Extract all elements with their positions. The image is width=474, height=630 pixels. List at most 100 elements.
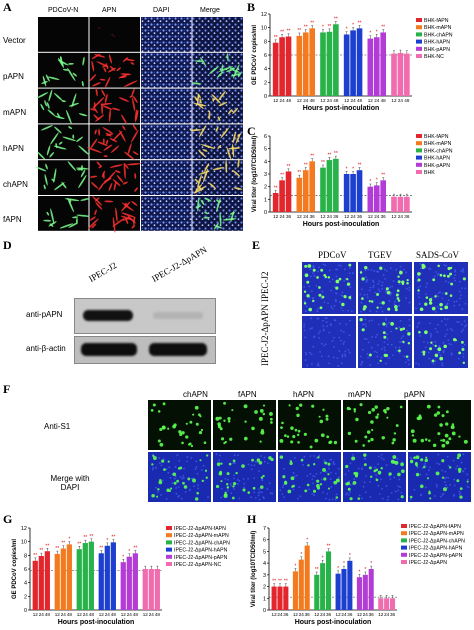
f-cell-r1-c0 xyxy=(148,452,211,502)
legend-swatch xyxy=(401,560,407,564)
y-tick-label: 8 xyxy=(264,39,267,45)
band-label-anti-actin: anti-β-actin xyxy=(26,344,66,353)
a-cell-r3-c0 xyxy=(37,124,90,160)
x-tick-label: 12 xyxy=(314,612,320,617)
x-tick-label: 12 xyxy=(368,98,374,103)
bar xyxy=(350,174,356,212)
y-tick-label: 1 xyxy=(264,197,267,203)
bar xyxy=(88,541,94,610)
significance-mark: * xyxy=(352,23,354,29)
x-tick-label: 48 xyxy=(310,98,316,103)
legend-swatch xyxy=(401,531,407,536)
f-cell-r1-c1 xyxy=(213,452,276,502)
significance-mark: ** xyxy=(297,170,301,176)
row-label-vector: Vector xyxy=(3,36,26,45)
chart-g: 024681012**12**24**48**12**24*48**12**24… xyxy=(12,526,230,626)
panel-letter-d: D xyxy=(3,238,12,252)
x-tick-label: 12 xyxy=(297,98,303,103)
significance-mark: ** xyxy=(39,548,43,554)
significance-mark: ** xyxy=(381,173,385,179)
y-tick-label: 6 xyxy=(24,567,27,573)
x-tick-label: 24 xyxy=(351,214,357,219)
bar xyxy=(272,42,279,96)
x-tick-label: 12 xyxy=(143,612,149,617)
x-tick-label: 12 xyxy=(378,612,384,617)
x-tick-label: 24 xyxy=(327,98,333,103)
a-cell-r3-c3 xyxy=(189,124,243,160)
panel-letter-g: G xyxy=(3,512,13,526)
y-tick-label: 10 xyxy=(21,540,27,546)
bar xyxy=(296,177,303,212)
y-tick-label: 4 xyxy=(263,561,266,567)
bar xyxy=(326,160,333,212)
significance-mark: ** xyxy=(381,25,385,31)
a-cell-r5-c2 xyxy=(141,196,192,231)
bar xyxy=(132,553,138,610)
bar xyxy=(32,560,38,610)
a-cell-r2-c3 xyxy=(192,88,243,124)
bar xyxy=(309,28,316,97)
bar xyxy=(362,574,368,610)
x-tick-label: 12 xyxy=(297,214,303,219)
bar xyxy=(126,556,132,610)
legend-swatch xyxy=(401,538,407,543)
y-tick-label: 10 xyxy=(261,26,267,32)
significance-mark: ** xyxy=(272,579,276,585)
x-tick-label: 12 xyxy=(272,612,278,617)
y-tick-label: 0 xyxy=(264,94,267,100)
legend-swatch xyxy=(416,170,422,174)
f-cell-r1-c4 xyxy=(408,452,471,502)
legend-label: BHK-mAPN xyxy=(424,25,452,31)
legend-swatch xyxy=(166,554,172,559)
e-cell-r1-c0 xyxy=(302,316,356,368)
x-tick-label: 48 xyxy=(333,98,339,103)
bar xyxy=(333,158,339,212)
bar xyxy=(148,569,154,610)
legend-label: IPEC-J2-ΔpAPN-hAPN xyxy=(409,546,463,552)
panel-letter-e: E xyxy=(252,238,261,252)
x-tick-label: 36 xyxy=(369,612,375,617)
x-tick-label: 24 xyxy=(363,612,369,617)
bar xyxy=(82,543,88,610)
blot-band-actin-ko xyxy=(149,343,207,356)
legend-label: IPEC-J2-ΔpAPN-chAPN xyxy=(409,538,465,544)
bar xyxy=(44,551,50,610)
x-tick-label: 48 xyxy=(381,98,387,103)
a-cell-r3-c1 xyxy=(86,124,140,160)
bar xyxy=(309,161,316,212)
significance-mark: ** xyxy=(77,541,81,547)
significance-mark: ** xyxy=(45,543,49,549)
significance-mark: ** xyxy=(287,29,291,35)
e-col-sads: SADS-CoV xyxy=(416,250,460,260)
bar xyxy=(356,170,363,212)
significance-mark: ** xyxy=(297,28,301,34)
bar xyxy=(325,551,332,610)
bar xyxy=(142,569,148,610)
x-tick-label: 24 xyxy=(299,612,305,617)
legend-label: IPEC-J2-ΔpAPN-hAPN xyxy=(174,548,228,554)
band-label-anti-papn: anti-pAPN xyxy=(26,310,63,319)
legend-label: IPEC-J2-ΔpAPN-fAPN xyxy=(409,524,461,530)
bar xyxy=(404,53,410,96)
significance-mark: ** xyxy=(280,29,284,35)
x-tick-label: 12 xyxy=(344,214,350,219)
x-axis-label: Hours post-inoculation xyxy=(303,105,380,112)
a-cell-r1-c1 xyxy=(89,52,140,89)
legend-swatch xyxy=(416,155,422,160)
x-tick-label: 48 xyxy=(404,98,410,103)
x-tick-label: 12 xyxy=(55,612,61,617)
x-tick-label: 36 xyxy=(283,612,289,617)
x-tick-label: 24 xyxy=(280,98,286,103)
x-tick-label: 24 xyxy=(280,214,286,219)
bar xyxy=(380,32,387,96)
a-cell-r0-c1 xyxy=(89,17,140,52)
bar xyxy=(279,180,285,212)
bar xyxy=(66,544,72,610)
e-cell-r1-c1 xyxy=(358,316,412,368)
x-tick-label: 24 xyxy=(127,612,133,617)
bar xyxy=(314,574,320,610)
bar xyxy=(335,573,341,610)
blot-band-papn-ipec xyxy=(83,310,133,321)
x-tick-label: 36 xyxy=(305,612,311,617)
bar xyxy=(302,32,309,96)
